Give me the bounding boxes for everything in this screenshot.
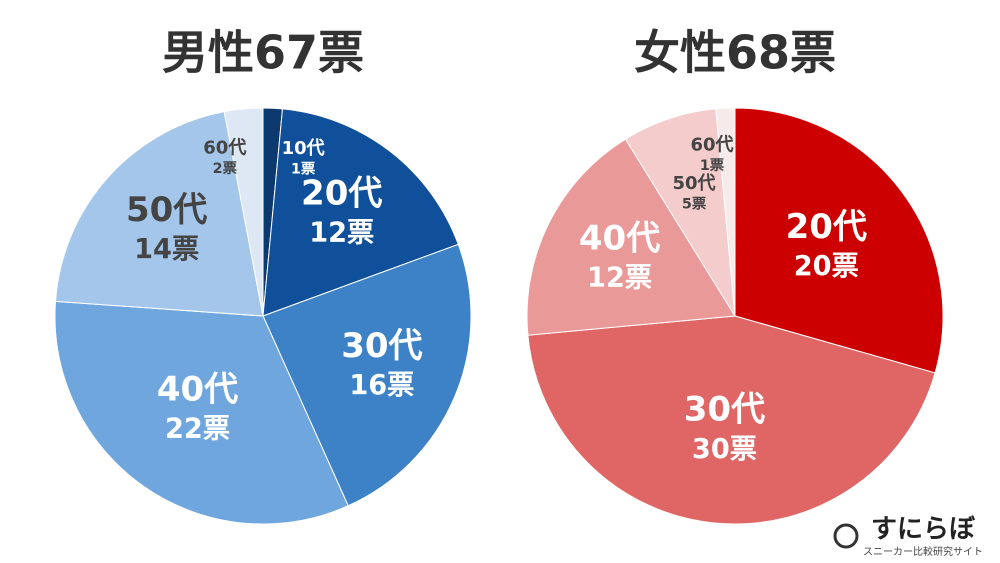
slice-value-label: 12票 xyxy=(587,262,652,293)
slice-category: 40代 xyxy=(157,370,238,410)
pie-slice xyxy=(527,315,936,525)
slice-category: 30代 xyxy=(341,326,422,366)
slice-value-label: 16票 xyxy=(349,370,414,401)
slice-value-label: 22票 xyxy=(165,414,230,445)
pie-slice xyxy=(54,111,264,317)
slice-category: 50代 xyxy=(126,190,207,230)
slice-category: 60代 xyxy=(690,135,733,156)
pie-slice xyxy=(262,108,459,317)
slice-value-label: 12票 xyxy=(309,218,374,249)
slice-value-label: 2票 xyxy=(213,160,237,177)
slice-value-label: 20票 xyxy=(794,251,859,282)
slice-category: 50代 xyxy=(672,173,715,194)
slice-category: 40代 xyxy=(579,218,660,258)
slice-category: 20代 xyxy=(786,207,867,247)
chart-title: 女性68票 xyxy=(634,26,836,80)
slice-category: 60代 xyxy=(203,137,246,158)
slice-category: 20代 xyxy=(301,174,382,214)
slice-value-label: 30票 xyxy=(692,434,757,465)
slice-value-label: 1票 xyxy=(291,161,315,178)
logo-tagline: スニーカー比較研究サイト xyxy=(863,545,983,558)
pie-slice xyxy=(54,300,349,525)
slice-value-label: 14票 xyxy=(134,234,199,265)
slice-value-label: 1票 xyxy=(700,157,724,174)
chart-title: 男性67票 xyxy=(162,26,364,80)
slice-category: 10代 xyxy=(282,138,325,159)
pie-slice xyxy=(715,107,736,317)
logo-icon xyxy=(833,523,859,549)
logo-name: すにらぼ xyxy=(871,515,976,545)
pie-slice xyxy=(526,138,736,336)
slice-value-label: 5票 xyxy=(682,196,706,213)
logo: すにらぼ スニーカー比較研究サイト xyxy=(833,515,983,558)
slice-category: 30代 xyxy=(684,390,765,430)
pie-slice xyxy=(262,243,472,507)
pie-slice xyxy=(223,107,264,317)
pie-slice xyxy=(734,107,944,374)
